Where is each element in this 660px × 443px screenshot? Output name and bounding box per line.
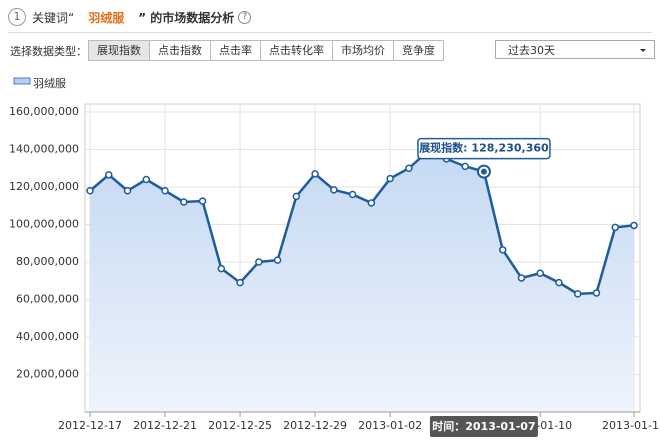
y-tick-label: 160,000,000 [9,105,79,118]
y-tick-label: 80,000,000 [16,255,79,268]
point [292,192,301,201]
point [123,187,132,195]
point [255,258,263,266]
legend-swatch [13,77,31,85]
prefix: 关键词“ [32,10,75,25]
x-tick-label: 2013-01-02 [358,419,422,432]
header: 1 关键词“ 羽绒服 ” 的市场数据分析 ? [8,6,252,28]
point [348,190,357,199]
area [90,151,634,412]
point [311,170,319,178]
type-tab[interactable]: 竞争度 [393,40,444,61]
point [630,221,638,230]
point [273,256,282,264]
type-tab[interactable]: 点击指数 [149,40,211,61]
time-tooltip [429,416,538,437]
tooltip-box [417,137,551,160]
keyword: 羽绒服 [88,10,125,25]
point [592,289,601,297]
point [386,174,394,183]
y-tick-label: 60,000,000 [16,293,79,306]
step-badge: 1 [8,8,26,26]
help-icon[interactable]: ? [238,10,252,24]
x-tick-label: 2012-12-29 [283,419,347,432]
divider [8,32,652,33]
y-tick-label: 20,000,000 [16,368,79,381]
time-tooltip-text: 时间：2013-01-07 [432,419,535,433]
point [105,171,113,179]
point [180,198,188,206]
point [217,264,226,273]
x-tick-label: 2012-12-17 [58,419,122,432]
point [573,290,582,298]
point [367,199,376,207]
point [198,197,207,205]
y-tick-label: 140,000,000 [9,143,79,156]
point [555,278,563,287]
y-tick-label: 120,000,000 [9,180,79,193]
point [330,186,338,194]
point [498,246,507,254]
toolbar-label: 选择数据类型： [10,44,87,58]
y-tick-label: 100,000,000 [9,218,79,231]
suffix: ” 的市场数据分析 [138,10,235,25]
type-tab[interactable]: 点击转化率 [260,40,333,61]
point [517,274,526,282]
point [142,175,151,184]
type-tab[interactable]: 市场均价 [332,40,394,61]
x-tick-label: 2012-12-21 [133,419,197,432]
x-tick-label: 2012-12-25 [208,419,272,432]
point [236,278,244,287]
point [405,164,413,172]
point [480,168,487,175]
point [161,187,169,195]
point [611,223,619,232]
x-tick-label: 2013-01-15 [602,419,660,432]
range-dropdown[interactable]: 过去30天 [495,40,655,59]
y-tick-label: 40,000,000 [16,330,79,343]
point [536,269,544,277]
point [86,187,94,195]
legend-label: 羽绒服 [33,77,66,90]
toolbar: 选择数据类型： 展现指数 点击指数 点击率 点击转化率 市场均价 竞争度 [10,40,444,61]
point [461,162,469,171]
tooltip-text: 展现指数: 128,230,360 [418,141,549,155]
